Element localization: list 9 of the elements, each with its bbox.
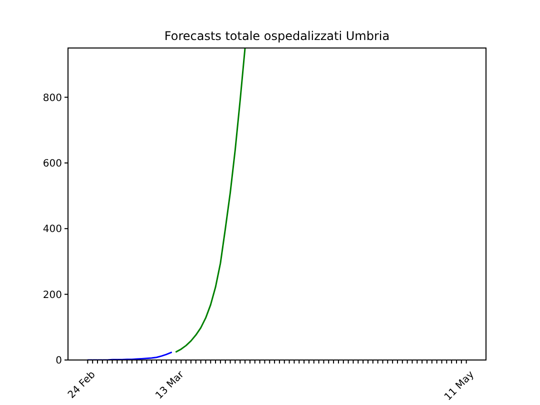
y-tick-label: 0 (56, 356, 62, 366)
chart-title: Forecasts totale ospedalizzati Umbria (164, 29, 390, 43)
y-tick-label: 200 (42, 290, 62, 301)
y-tick-label: 800 (42, 92, 62, 104)
x-tick-label: 13 Mar (154, 368, 187, 402)
y-tick-label: 600 (42, 158, 62, 170)
x-tick-label: 24 Feb (66, 369, 98, 401)
line-series (175, 48, 246, 353)
y-tick-label: 400 (42, 224, 62, 236)
